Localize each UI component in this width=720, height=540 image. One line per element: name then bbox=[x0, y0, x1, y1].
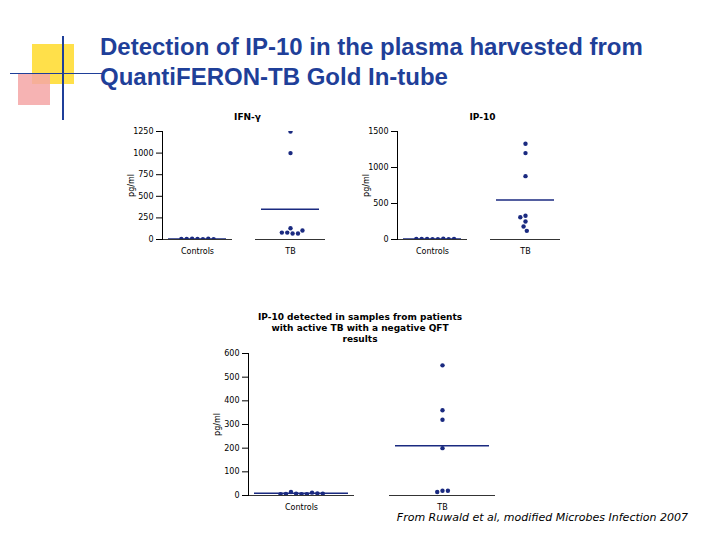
html-text:Detection of IP-10 in the plas: Detection of IP-10 in the plasma harvest… bbox=[100, 33, 643, 90]
svg-text:pg/ml: pg/ml bbox=[213, 413, 222, 436]
svg-text:250: 250 bbox=[138, 213, 153, 222]
svg-text:500: 500 bbox=[138, 192, 153, 201]
svg-text:Controls: Controls bbox=[181, 247, 214, 256]
svg-text:0: 0 bbox=[383, 235, 388, 244]
html-text:IP-10: IP-10 bbox=[469, 112, 496, 122]
svg-text:TB: TB bbox=[436, 503, 447, 512]
svg-text:1250: 1250 bbox=[133, 127, 153, 136]
svg-text:TB: TB bbox=[284, 247, 295, 256]
svg-text:1500: 1500 bbox=[368, 127, 388, 136]
svg-text:pg/ml: pg/ml bbox=[127, 174, 136, 197]
svg-text:100: 100 bbox=[224, 467, 239, 476]
svg-text:600: 600 bbox=[224, 349, 239, 358]
html-text:IFN-γ: IFN-γ bbox=[234, 112, 261, 122]
svg-text:1000: 1000 bbox=[368, 163, 388, 172]
svg-text:Controls: Controls bbox=[416, 247, 449, 256]
html-text:From Ruwald et al, modified Mi: From Ruwald et al, modified Microbes Inf… bbox=[396, 511, 688, 524]
html-text:IP-10 detected in samples from: IP-10 detected in samples from patients … bbox=[257, 312, 463, 344]
svg-text:400: 400 bbox=[224, 396, 239, 405]
svg-text:pg/ml: pg/ml bbox=[362, 174, 371, 197]
svg-text:0: 0 bbox=[148, 235, 153, 244]
svg-text:Controls: Controls bbox=[285, 503, 318, 512]
svg-text:300: 300 bbox=[224, 420, 239, 429]
svg-text:500: 500 bbox=[224, 373, 239, 382]
svg-text:1000: 1000 bbox=[133, 149, 153, 158]
svg-text:750: 750 bbox=[138, 170, 153, 179]
svg-text:200: 200 bbox=[224, 444, 239, 453]
svg-text:0: 0 bbox=[234, 491, 239, 500]
svg-text:TB: TB bbox=[519, 247, 530, 256]
svg-text:500: 500 bbox=[373, 199, 388, 208]
